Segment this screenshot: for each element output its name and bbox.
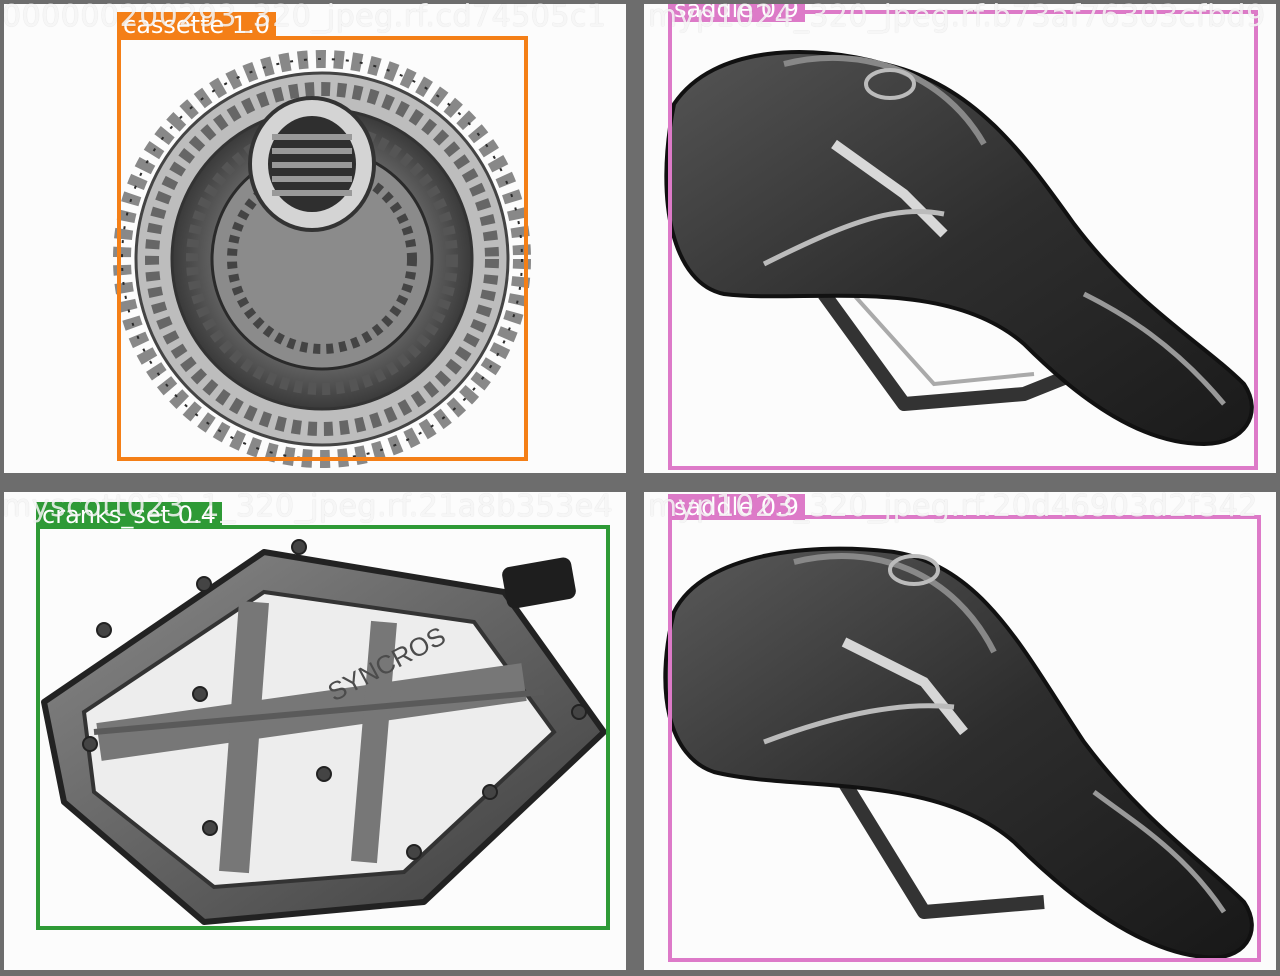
detection-label: cassette 1.0 — [117, 12, 277, 38]
image-filename: myp1024_320_jpeg.rf.b73af76303cfbd9 — [648, 0, 1266, 34]
detection-label: cranks_set 0.4 — [36, 502, 222, 528]
cassette-image — [113, 50, 531, 468]
image-tile-4: saddle 0.9 — [644, 492, 1276, 970]
image-tile-1: cassette 1.0 — [4, 4, 626, 473]
detection-box — [668, 515, 1261, 962]
detection-label: saddle 0.9 — [668, 4, 805, 22]
image-filename: 000000200293_320_jpeg.rf.cd74505c1 — [2, 0, 607, 34]
image-filename: myscott023_1_320_jpeg.rf.21a8b353e4 — [2, 489, 614, 524]
detection-label: saddle 0.9 — [668, 494, 805, 520]
image-tile-3: SYNCROS cranks_set 0.4 — [4, 492, 626, 970]
saddle-image — [664, 50, 1254, 447]
detection-box — [668, 10, 1258, 470]
pedal-image: SYNCROS — [41, 539, 607, 925]
image-tile-2: saddle 0.9 — [644, 4, 1276, 473]
saddle-image — [663, 546, 1254, 960]
image-filename: myp1023_320_jpeg.rf.20d46903d2f342 — [648, 489, 1258, 524]
detection-box — [36, 525, 610, 930]
detection-box — [117, 36, 528, 461]
